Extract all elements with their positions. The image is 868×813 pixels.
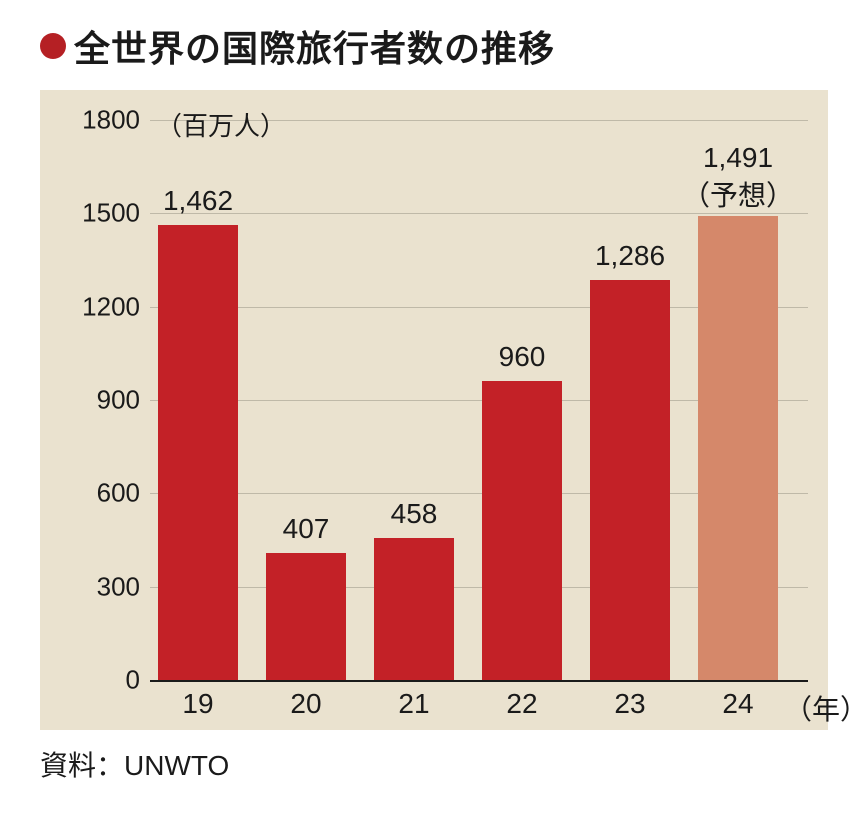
bar-value-label: 458 [391, 498, 438, 530]
bar [482, 381, 562, 680]
bar [158, 225, 238, 680]
gridline [150, 680, 808, 682]
x-tick-label: 23 [614, 688, 645, 720]
x-tick-label: 20 [290, 688, 321, 720]
y-tick-label: 900 [60, 385, 140, 416]
y-tick-label: 300 [60, 571, 140, 602]
y-tick-label: 600 [60, 478, 140, 509]
bar [374, 538, 454, 680]
bullet-icon [40, 33, 66, 59]
x-tick-label: 24 [722, 688, 753, 720]
bar-value-label: 1,491（予想） [682, 142, 794, 214]
chart-container: 全世界の国際旅行者数の推移 0 300 600 900 1200 1500 1800 （百万人… [0, 0, 868, 813]
source-text: 資料：UNWTO [40, 744, 828, 784]
title-row: 全世界の国際旅行者数の推移 [40, 20, 828, 72]
chart-title: 全世界の国際旅行者数の推移 [74, 20, 555, 72]
bar-value-label: 407 [283, 513, 330, 545]
bar [590, 280, 670, 680]
y-tick-label: 1200 [60, 291, 140, 322]
bar-value-label: 1,462 [163, 185, 233, 217]
x-tick-label: 19 [182, 688, 213, 720]
bar-value-label: 1,286 [595, 240, 665, 272]
x-tick-label: 22 [506, 688, 537, 720]
y-tick-label: 1500 [60, 198, 140, 229]
bar-value-label: 960 [499, 341, 546, 373]
y-tick-label: 0 [60, 665, 140, 696]
x-tick-label: 21 [398, 688, 429, 720]
y-axis-unit: （百万人） [156, 106, 286, 143]
plot-area: 0300600900120015001800（百万人）1,46219407204… [150, 120, 808, 680]
y-tick-label: 1800 [60, 105, 140, 136]
bar [266, 553, 346, 680]
chart-panel: 0 300 600 900 1200 1500 1800 （百万人） 1,462 19 407 20 4… [40, 90, 828, 730]
bar [698, 216, 778, 680]
x-axis-unit: （年） [784, 688, 868, 728]
